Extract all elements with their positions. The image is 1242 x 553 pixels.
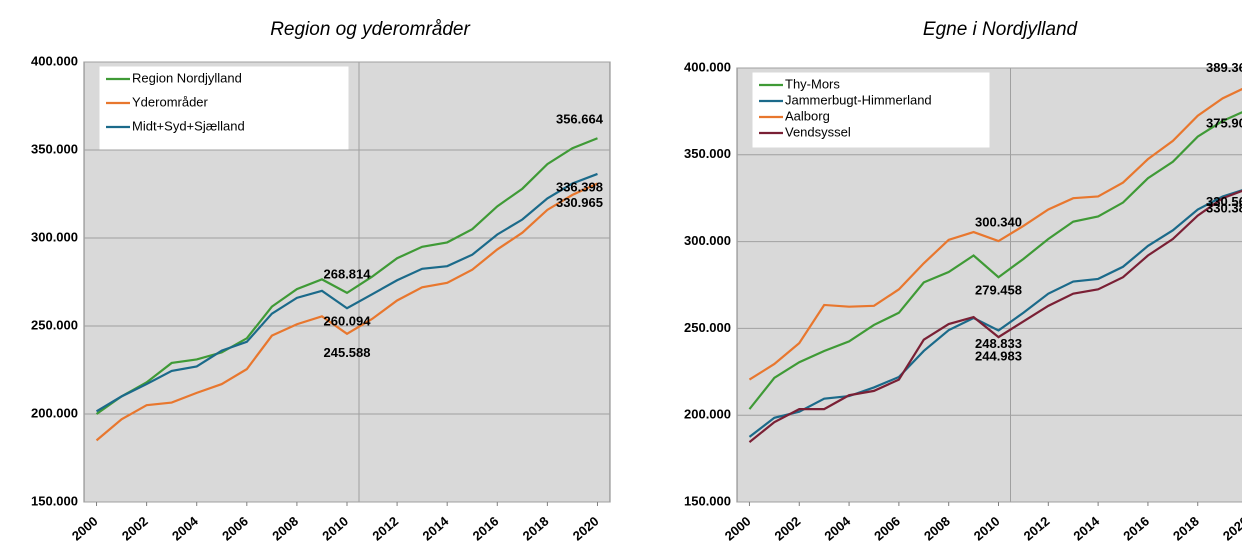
- x-tick-label: 2002: [119, 513, 151, 543]
- plot: [748, 87, 1242, 443]
- plot: [95, 137, 598, 442]
- legend-label: Yderområder: [132, 94, 209, 109]
- x-tick-label: 2010: [971, 513, 1003, 543]
- y-tick-label: 200.000: [31, 405, 78, 420]
- series-line: [748, 87, 1242, 381]
- value-label: 260.094: [324, 314, 372, 329]
- value-label: 375.902: [1206, 115, 1242, 130]
- value-label: 330.965: [556, 195, 603, 210]
- legend-label: Midt+Syd+Sjælland: [132, 118, 245, 133]
- x-tick-label: 2012: [369, 513, 401, 543]
- y-tick-label: 400.000: [684, 59, 731, 74]
- x-tick-label: 2018: [520, 513, 552, 543]
- y-tick-label: 350.000: [31, 141, 78, 156]
- series-line: [748, 189, 1242, 438]
- x-tick-label: 2000: [722, 513, 754, 543]
- y-tick-label: 250.000: [684, 320, 731, 335]
- x-tick-label: 2004: [821, 513, 853, 544]
- series-line: [95, 182, 598, 442]
- legend-box: [752, 72, 990, 148]
- value-label: 279.458: [975, 283, 1022, 298]
- x-tick-label: 2008: [269, 513, 301, 543]
- x-tick-label: 2008: [921, 513, 953, 543]
- legend-label: Jammerbugt-Himmerland: [785, 92, 932, 107]
- x-tick-label: 2010: [319, 513, 351, 543]
- y-tick-label: 150.000: [684, 493, 731, 508]
- x-tick-label: 2006: [871, 513, 903, 543]
- series-line: [748, 111, 1242, 410]
- chart-title: Region og yderområder: [270, 19, 470, 40]
- y-tick-label: 150.000: [31, 493, 78, 508]
- value-label: 248.833: [975, 336, 1022, 351]
- value-label: 244.983: [975, 349, 1022, 364]
- legend-box: [99, 66, 349, 150]
- chart: Egne i Nordjylland 150.000 200.000 250.000 3…: [684, 19, 1242, 544]
- x-tick-label: 2018: [1170, 513, 1202, 543]
- x-tick-label: 2016: [1120, 513, 1152, 543]
- x-tick-label: 2020: [1220, 513, 1242, 543]
- series-line: [748, 189, 1242, 443]
- x-tick-label: 2006: [219, 513, 251, 543]
- value-label: 268.814: [324, 266, 372, 281]
- x-tick-label: 2014: [420, 513, 452, 544]
- y-tick-label: 200.000: [684, 407, 731, 422]
- legend-label: Vendsyssel: [785, 124, 851, 139]
- series-line: [95, 172, 598, 413]
- value-label: 389.367: [1206, 60, 1242, 75]
- value-label: 330.383: [1206, 200, 1242, 215]
- x-tick-label: 2000: [69, 513, 101, 543]
- y-tick-label: 400.000: [31, 53, 78, 68]
- x-tick-label: 2020: [570, 513, 602, 543]
- x-tick-label: 2002: [772, 513, 804, 543]
- y-tick-label: 300.000: [684, 233, 731, 248]
- chart: Region og yderområder 150.000 200.000 250.0…: [31, 19, 611, 544]
- value-label: 300.340: [975, 214, 1022, 229]
- y-tick-label: 350.000: [684, 146, 731, 161]
- y-tick-label: 250.000: [31, 317, 78, 332]
- legend-label: Region Nordjylland: [132, 70, 242, 85]
- value-label: 245.588: [324, 345, 371, 360]
- series-line: [95, 137, 598, 415]
- x-tick-label: 2012: [1021, 513, 1053, 543]
- value-label: 356.664: [556, 112, 604, 127]
- value-label: 330.569: [1206, 194, 1242, 209]
- x-tick-label: 2004: [169, 513, 201, 544]
- value-label: 336.398: [556, 179, 603, 194]
- x-tick-label: 2014: [1070, 513, 1102, 544]
- y-tick-label: 300.000: [31, 229, 78, 244]
- legend-label: Thy-Mors: [785, 76, 840, 91]
- legend-label: Aalborg: [785, 108, 830, 123]
- x-tick-label: 2016: [470, 513, 502, 543]
- chart-title: Egne i Nordjylland: [923, 19, 1079, 40]
